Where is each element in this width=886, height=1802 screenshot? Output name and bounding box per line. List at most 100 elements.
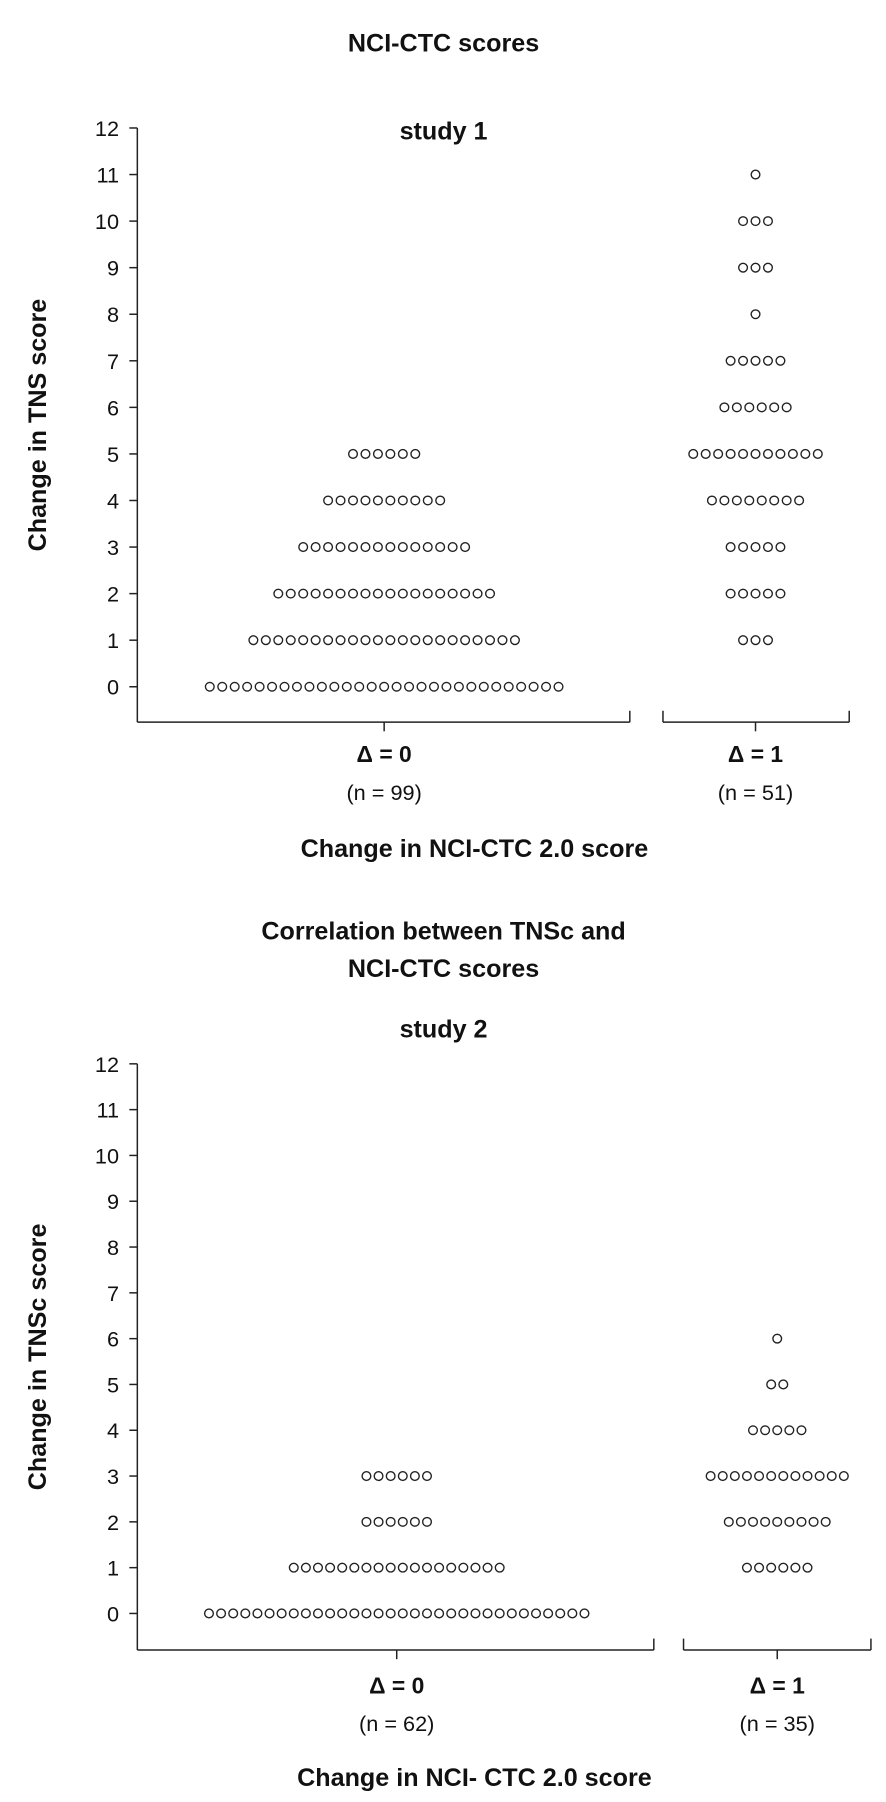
data-point <box>808 1516 819 1527</box>
data-point <box>820 1516 831 1527</box>
data-point <box>347 495 359 506</box>
data-point <box>754 1562 765 1573</box>
data-point <box>769 495 780 506</box>
data-point <box>553 681 564 692</box>
data-point <box>453 681 464 692</box>
data-point <box>717 1471 728 1482</box>
data-point <box>366 681 377 692</box>
data-point <box>778 1562 789 1573</box>
data-point <box>741 1471 752 1482</box>
data-point <box>482 1608 493 1619</box>
y-tick-label: 4 <box>107 1418 119 1443</box>
data-point <box>781 402 792 413</box>
y-tick-label: 9 <box>107 1189 119 1214</box>
data-point <box>458 1562 469 1573</box>
data-point <box>360 495 371 506</box>
data-point <box>288 1608 299 1619</box>
data-point <box>516 681 527 692</box>
data-point <box>731 402 742 413</box>
data-point <box>279 681 290 692</box>
y-tick-label: 9 <box>107 256 119 281</box>
data-point <box>385 1608 396 1619</box>
data-point <box>397 448 408 459</box>
data-point <box>762 216 774 227</box>
data-point <box>447 635 458 646</box>
data-point <box>790 1471 801 1482</box>
data-point <box>267 681 278 692</box>
data-point <box>379 681 390 692</box>
data-point <box>421 1562 433 1573</box>
y-tick-label: 0 <box>107 1601 119 1626</box>
data-point <box>285 635 296 646</box>
y-tick-label: 6 <box>107 1327 119 1352</box>
data-point <box>778 1379 789 1390</box>
data-point <box>300 1562 311 1573</box>
data-point <box>756 495 767 506</box>
x-axis-label: Change in NCI-CTC 2.0 score <box>301 835 649 863</box>
chart-subtitle: study 1 <box>400 117 488 145</box>
data-point <box>435 635 446 646</box>
data-point <box>796 1425 807 1436</box>
data-point <box>506 1608 517 1619</box>
data-point <box>744 495 755 506</box>
data-point <box>421 1516 433 1527</box>
data-point <box>826 1471 837 1482</box>
data-point <box>750 588 761 599</box>
data-point <box>204 681 215 692</box>
data-point <box>472 635 483 646</box>
data-point <box>385 635 396 646</box>
data-point <box>688 448 699 459</box>
data-point <box>248 635 259 646</box>
category-label: Δ = 1 <box>750 1672 805 1698</box>
data-point <box>760 1425 771 1436</box>
data-point <box>397 1562 408 1573</box>
chart-title: NCI-CTC scores <box>348 29 539 57</box>
data-point <box>796 1516 807 1527</box>
data-point <box>738 448 749 459</box>
data-point <box>518 1608 529 1619</box>
data-point <box>723 1516 734 1527</box>
data-point <box>530 1608 542 1619</box>
data-point <box>458 1608 469 1619</box>
y-tick-label: 3 <box>107 535 119 560</box>
data-point <box>310 588 321 599</box>
data-point <box>750 216 761 227</box>
data-point <box>335 495 346 506</box>
data-point <box>494 1562 505 1573</box>
data-point <box>373 1471 384 1482</box>
data-point <box>285 588 296 599</box>
data-point <box>242 681 253 692</box>
data-point <box>579 1608 590 1619</box>
data-point <box>310 635 321 646</box>
data-point <box>567 1608 578 1619</box>
data-point <box>372 542 383 553</box>
data-point <box>484 635 496 646</box>
data-point <box>354 681 365 692</box>
y-tick-label: 1 <box>107 628 119 653</box>
data-point <box>229 681 240 692</box>
data-point <box>503 681 514 692</box>
data-point <box>747 1516 759 1527</box>
data-point <box>335 635 346 646</box>
data-point <box>750 448 761 459</box>
y-tick-label: 7 <box>107 1281 119 1306</box>
data-point <box>784 1425 795 1436</box>
data-point <box>472 588 483 599</box>
data-point <box>775 588 786 599</box>
data-point <box>385 495 396 506</box>
data-point <box>769 402 780 413</box>
data-point <box>360 542 371 553</box>
data-point <box>491 681 502 692</box>
data-point <box>422 635 433 646</box>
data-point <box>347 448 359 459</box>
y-tick-label: 11 <box>97 1098 120 1123</box>
data-point <box>409 1562 420 1573</box>
data-point <box>409 1608 420 1619</box>
data-point <box>435 542 446 553</box>
y-tick-label: 5 <box>107 442 119 467</box>
data-point <box>373 1562 384 1573</box>
data-point <box>361 1516 372 1527</box>
data-point <box>385 448 396 459</box>
data-point <box>385 1471 396 1482</box>
data-point <box>750 169 761 180</box>
